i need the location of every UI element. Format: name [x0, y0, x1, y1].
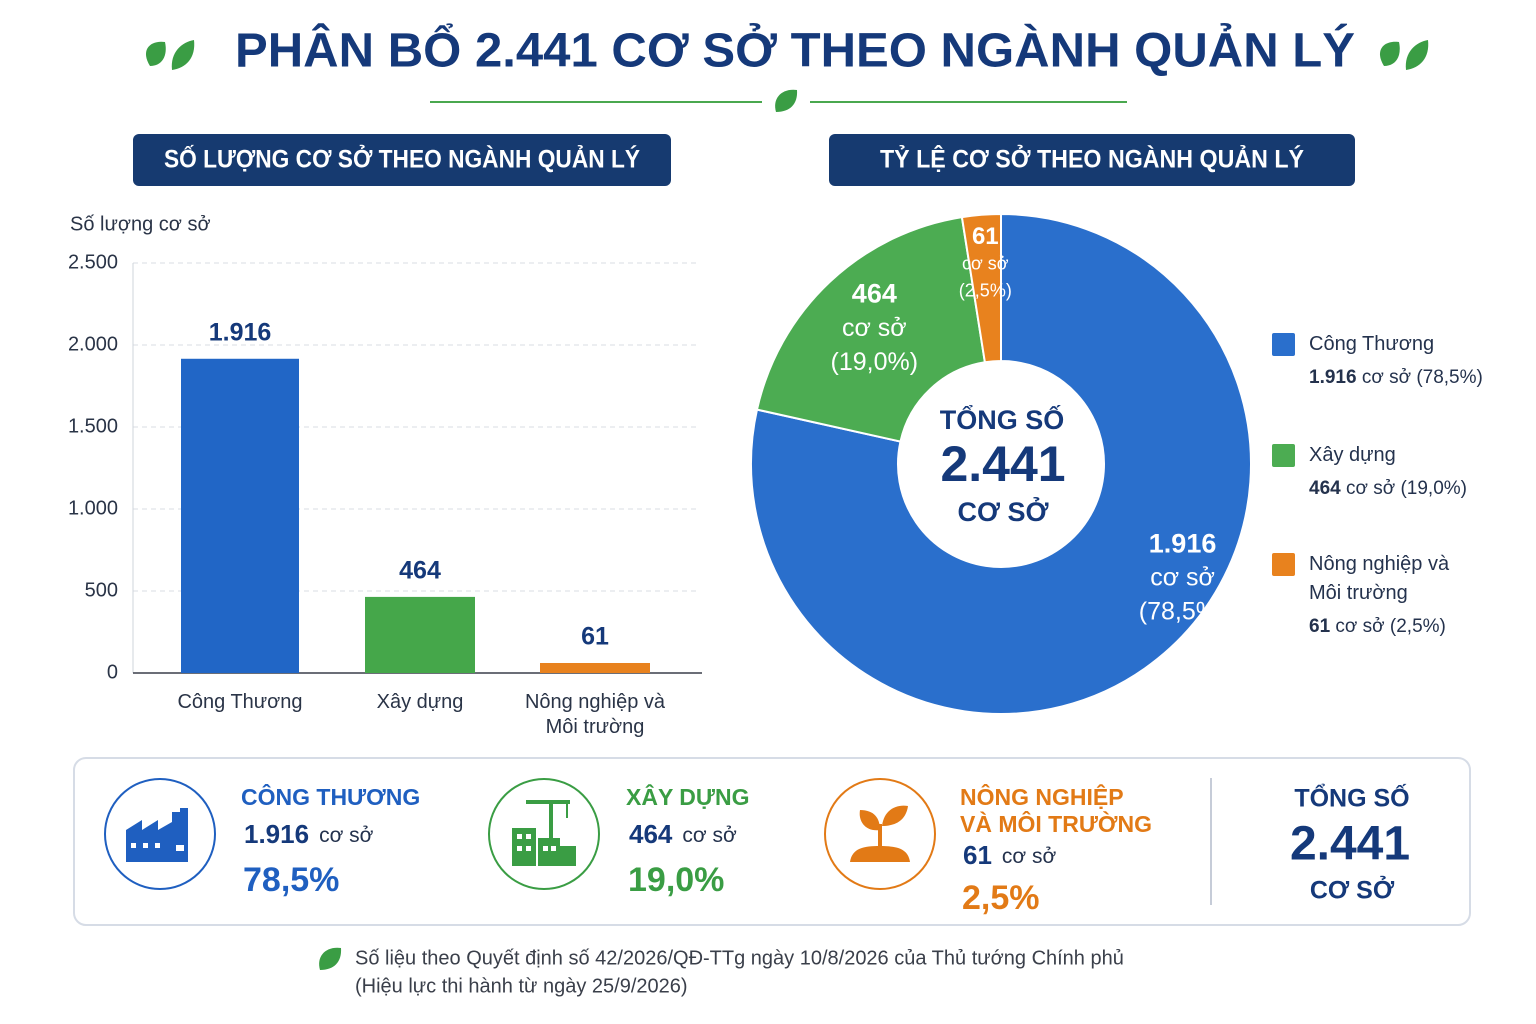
bar-value-label: 1.916 [209, 318, 272, 346]
total-title: TỔNG SỐ [1294, 783, 1409, 813]
legend-percent: (19,0%) [1400, 478, 1467, 499]
icon-circle [104, 778, 216, 890]
leaf-icon [145, 40, 1429, 970]
bar-chart: 0 500 1.000 1.500 2.000 2.500 1.916 464 61 [68, 251, 702, 683]
factory-icon [126, 808, 188, 862]
legend-value: 464 [1309, 478, 1341, 499]
x-tick-label: Xây dựng [376, 691, 464, 713]
bar-value-label: 464 [399, 557, 441, 585]
slice-percent-label: (19,0%) [831, 348, 919, 376]
slice-value-label: 61 [972, 223, 999, 250]
legend-value: 1.916 [1309, 367, 1357, 388]
legend-unit: cơ sở [1345, 478, 1396, 499]
slice-value-label: 464 [852, 278, 897, 308]
slice-unit-label: cơ sở [962, 253, 1009, 273]
x-tick-label: Công Thương [177, 691, 303, 713]
legend-label: Nông nghiệp và Môi trường [1309, 553, 1450, 604]
card-percent: 78,5% [243, 861, 339, 899]
bar [181, 358, 299, 673]
icon-circle [824, 778, 936, 890]
footnote-line: (Hiệu lực thi hành từ ngày 25/9/2026) [355, 975, 688, 997]
slice-percent-label: (2,5%) [959, 280, 1012, 300]
bar-chart-title: SỐ LƯỢNG CƠ SỞ THEO NGÀNH QUẢN LÝ [164, 144, 640, 174]
icon-circle [488, 778, 600, 890]
legend-percent: (2,5%) [1389, 616, 1446, 637]
legend-unit: cơ sở [1361, 367, 1412, 388]
legend-entry: Công Thương 1.916 cơ sở (78,5%) [1272, 330, 1509, 392]
card-percent: 19,0% [628, 861, 724, 899]
summary-panel [73, 757, 1471, 926]
y-tick-label: 2.500 [68, 251, 118, 273]
slice-unit-label: cơ sở [1150, 564, 1215, 592]
donut-slice [755, 215, 987, 443]
pie-chart: 1.916 cơ sở (78,5%) 464 cơ sở (19,0%) 61 cơ sở (… [750, 212, 1252, 715]
legend-value-line: 61 cơ sở (2,5%) [1309, 612, 1509, 641]
y-tick-label: 500 [85, 579, 118, 601]
card-unit: cơ sở [1002, 845, 1057, 868]
card-title: NÔNG NGHIỆP VÀ MÔI TRƯỜNG [960, 784, 1153, 837]
y-axis-label: Số lượng cơ sở [70, 213, 211, 235]
legend-swatch [1272, 553, 1295, 576]
building-icon [512, 800, 576, 866]
legend-entry: Nông nghiệp và Môi trường 61 cơ sở (2,5%) [1272, 550, 1509, 641]
y-tick-label: 1.500 [68, 415, 118, 437]
slice-unit-label: cơ sở [842, 314, 907, 342]
card-percent: 2,5% [962, 879, 1040, 917]
card-unit: cơ sở [682, 824, 737, 847]
y-tick-label: 2.000 [68, 333, 118, 355]
page-title: PHÂN BỔ 2.441 CƠ SỞ THEO NGÀNH QUẢN LÝ [235, 23, 1355, 78]
legend-percent: (78,5%) [1416, 367, 1483, 388]
card-value: 1.916 cơ sở [244, 819, 374, 849]
card-value: 61 cơ sở [963, 840, 1057, 870]
legend-swatch [1272, 444, 1295, 467]
pie-chart-title: TỶ LỆ CƠ SỞ THEO NGÀNH QUẢN LÝ [880, 144, 1304, 174]
card-title: XÂY DỰNG [626, 784, 750, 810]
donut-hole [899, 362, 1103, 566]
donut-slice [750, 212, 1252, 715]
total-value: 2.441 [1290, 818, 1410, 871]
y-tick-label: 1.000 [68, 497, 118, 519]
center-unit: CƠ SỞ [957, 495, 1048, 527]
legend-entry: Xây dựng 464 cơ sở (19,0%) [1272, 441, 1509, 503]
legend-label: Công Thương [1309, 333, 1435, 355]
legend-value-line: 464 cơ sở (19,0%) [1309, 474, 1509, 503]
slice-percent-label: (78,5%) [1139, 598, 1227, 626]
x-tick-label: Nông nghiệp và Môi trường [524, 691, 666, 738]
legend-unit: cơ sở [1335, 616, 1385, 637]
legend-value-line: 1.916 cơ sở (78,5%) [1309, 363, 1509, 392]
sprout-icon [850, 805, 910, 862]
card-unit: cơ sở [319, 824, 374, 847]
card-value-number: 464 [629, 819, 673, 849]
card-value-number: 1.916 [244, 819, 309, 849]
card-title: CÔNG THƯƠNG [241, 784, 421, 810]
card-value: 464 cơ sở [629, 819, 737, 849]
center-value: 2.441 [940, 436, 1065, 492]
legend-label: Xây dựng [1309, 444, 1396, 466]
footnote-line: Số liệu theo Quyết định số 42/2026/QĐ-TT… [355, 947, 1124, 969]
y-tick-label: 0 [107, 661, 118, 683]
bar [365, 596, 475, 673]
slice-value-label: 1.916 [1149, 528, 1217, 558]
cards: 1.916 cơ sở 78,5% 464 cơ sở 19,0% 61 cơ sở 2,5% [243, 819, 1057, 917]
legend-swatch [1272, 333, 1295, 356]
center-title: TỔNG SỐ [940, 403, 1065, 435]
bar [540, 662, 650, 673]
section-header-box [133, 134, 671, 186]
legend-value: 61 [1309, 616, 1331, 637]
donut-slice [960, 212, 1002, 364]
total-unit: CƠ SỞ [1310, 875, 1395, 905]
section-header-box [829, 134, 1355, 186]
card-value-number: 61 [963, 840, 992, 870]
bar-value-label: 61 [581, 623, 609, 651]
